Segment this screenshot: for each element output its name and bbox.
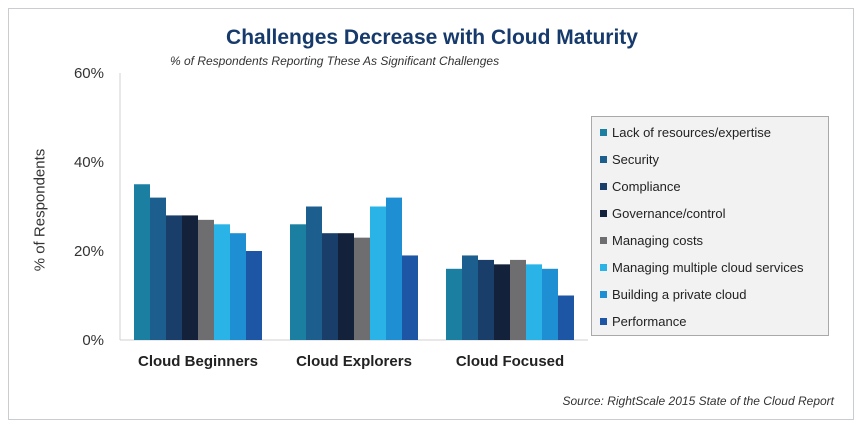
chart-title: Challenges Decrease with Cloud Maturity (226, 26, 638, 49)
chart-subtitle: % of Respondents Reporting These As Sign… (170, 54, 500, 68)
bar-1-6 (386, 197, 402, 340)
bar-2-3 (494, 264, 510, 340)
legend-swatch (600, 182, 607, 190)
legend-swatch (600, 236, 607, 244)
bar-0-3 (182, 215, 198, 340)
legend-label: Compliance (612, 178, 681, 194)
bar-2-7 (558, 295, 574, 340)
bar-1-1 (306, 206, 322, 340)
category-label: Cloud Focused (456, 353, 564, 370)
bar-1-4 (354, 237, 370, 340)
bar-2-2 (478, 259, 494, 340)
legend-item: Security (600, 150, 659, 168)
legend-label: Security (612, 151, 659, 167)
legend-label: Governance/control (612, 205, 726, 221)
legend-item: Managing multiple cloud services (600, 258, 803, 276)
legend-label: Managing costs (612, 232, 704, 248)
bar-1-5 (370, 206, 386, 340)
legend-swatch (600, 155, 607, 163)
y-tick-label: 0% (82, 332, 104, 349)
legend-item: Lack of resources/expertise (600, 123, 771, 141)
legend-item: Performance (600, 312, 686, 330)
bar-1-3 (338, 233, 354, 340)
bar-2-6 (542, 268, 558, 340)
bar-2-5 (526, 264, 542, 340)
category-label: Cloud Beginners (138, 353, 258, 370)
bar-0-1 (150, 197, 166, 340)
legend-item: Managing costs (600, 231, 703, 249)
legend-label: Performance (612, 313, 687, 329)
legend-label: Building a private cloud (612, 286, 747, 302)
bar-1-7 (402, 255, 418, 340)
legend-label: Lack of resources/expertise (612, 124, 771, 140)
y-tick-label: 20% (74, 243, 104, 260)
legend-swatch (600, 290, 607, 298)
legend-swatch (600, 263, 607, 271)
legend-label: Managing multiple cloud services (612, 259, 804, 275)
chart-legend: Lack of resources/expertise Security Compl… (591, 116, 829, 336)
legend-item: Compliance (600, 177, 681, 195)
legend-swatch (600, 128, 607, 136)
legend-item: Building a private cloud (600, 285, 746, 303)
legend-swatch (600, 209, 607, 217)
bar-2-1 (462, 255, 478, 340)
bar-1-2 (322, 233, 338, 340)
bar-2-0 (446, 268, 462, 340)
bar-0-4 (198, 219, 214, 340)
y-tick-label: 60% (74, 65, 104, 82)
bar-0-5 (214, 224, 230, 340)
bar-1-0 (290, 224, 306, 340)
source-note: Source: RightScale 2015 State of the Clo… (562, 394, 835, 408)
y-tick-label: 40% (74, 154, 104, 171)
bar-2-4 (510, 259, 526, 340)
bar-0-7 (246, 251, 262, 340)
legend-swatch (600, 317, 607, 325)
bar-0-0 (134, 184, 150, 340)
category-label: Cloud Explorers (296, 353, 412, 370)
bar-0-2 (166, 215, 182, 340)
bar-0-6 (230, 233, 246, 340)
legend-item: Governance/control (600, 204, 725, 222)
